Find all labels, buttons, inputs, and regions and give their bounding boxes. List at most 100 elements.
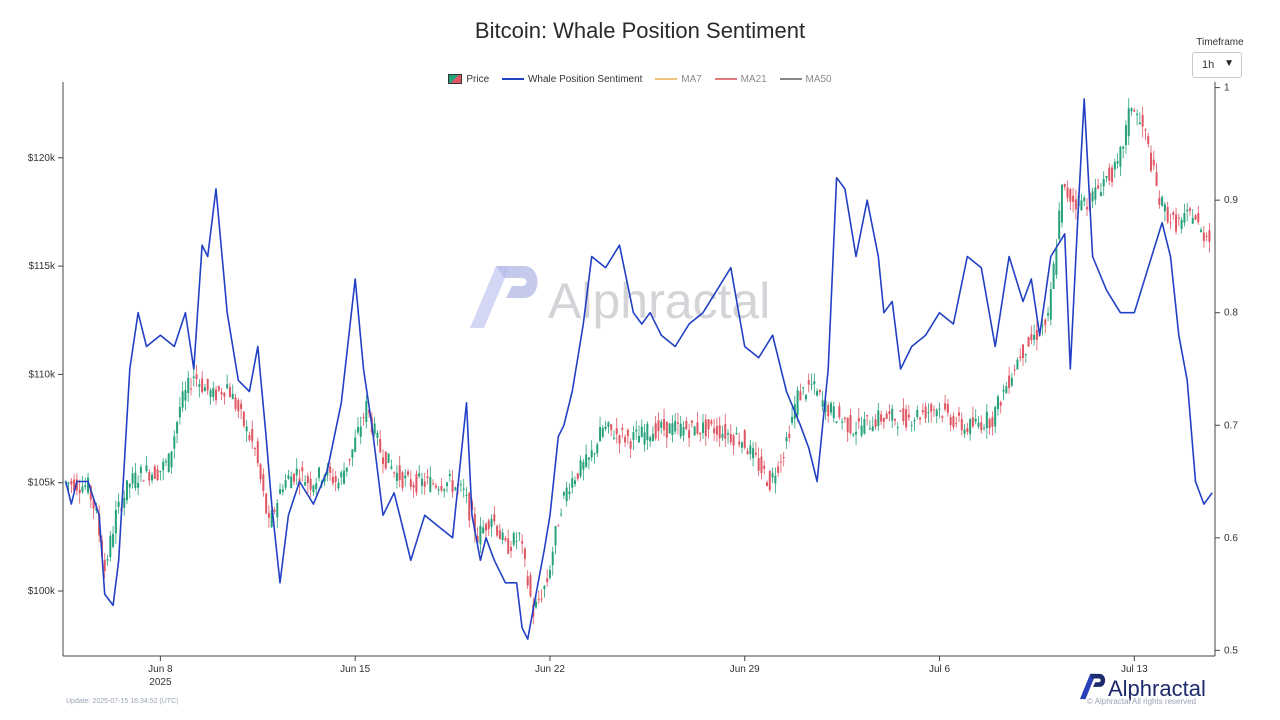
price-candle: [387, 453, 390, 463]
price-candle: [732, 435, 735, 446]
price-candle: [668, 423, 671, 434]
price-candle: [807, 380, 810, 385]
price-candle: [373, 423, 376, 434]
price-candle: [688, 430, 691, 439]
price-candle: [1197, 213, 1200, 223]
price-candle: [523, 548, 526, 559]
price-candle: [242, 411, 245, 426]
price-candle: [832, 406, 835, 418]
price-candle: [1108, 167, 1111, 181]
price-candle: [1035, 330, 1038, 340]
timeframe-select[interactable]: 1h ▼: [1192, 52, 1242, 78]
price-candle: [437, 489, 440, 491]
legend-label-ma21: MA21: [740, 74, 767, 85]
price-candle: [944, 403, 947, 410]
price-candle: [905, 409, 908, 428]
y-right-tick-label: 0.6: [1224, 533, 1238, 544]
price-candle: [496, 525, 499, 536]
legend-item-ma21[interactable]: MA21: [714, 74, 767, 85]
price-candle: [843, 417, 846, 419]
price-candle: [624, 436, 627, 443]
price-candle: [721, 434, 724, 438]
price-candle: [791, 416, 794, 423]
price-candle: [571, 478, 574, 488]
price-candle: [960, 418, 963, 431]
y-left-tick-label: $110k: [28, 369, 56, 380]
legend-label-ma50: MA50: [805, 74, 832, 85]
x-tick-label: Jun 22: [535, 664, 565, 675]
price-candle: [1074, 199, 1077, 210]
price-candle: [1024, 354, 1027, 356]
price-candle: [254, 448, 256, 450]
price-candle: [860, 425, 863, 436]
price-candle: [237, 400, 240, 412]
price-candle: [498, 530, 501, 540]
price-candle: [941, 416, 944, 418]
price-candle: [562, 492, 565, 496]
price-candle: [195, 374, 198, 380]
price-candle: [768, 470, 771, 490]
price-candle: [746, 451, 749, 455]
legend-item-ma50[interactable]: MA50: [779, 74, 832, 85]
price-candle: [1058, 210, 1061, 240]
price-candle: [991, 417, 994, 427]
legend-item-sentiment[interactable]: Whale Position Sentiment: [501, 74, 642, 85]
price-candle: [576, 473, 579, 479]
price-candle: [894, 419, 896, 421]
price-candle: [696, 422, 699, 434]
price-candle: [432, 483, 435, 485]
price-candle: [479, 525, 482, 545]
price-candle: [281, 489, 284, 493]
price-candle: [89, 486, 92, 500]
price-candle: [356, 427, 359, 433]
price-candle: [256, 441, 259, 464]
price-candle: [1119, 147, 1122, 167]
price-candle: [434, 485, 437, 488]
price-candle: [173, 436, 176, 449]
price-candle: [1102, 178, 1105, 187]
price-candle: [994, 406, 997, 427]
price-candle: [178, 406, 181, 418]
price-candle: [412, 484, 415, 488]
price-candle: [919, 417, 922, 420]
price-candle: [231, 393, 234, 400]
price-candle: [429, 477, 432, 492]
price-candle: [779, 461, 782, 463]
price-candle: [738, 441, 741, 445]
price-candle: [454, 487, 457, 490]
price-candle: [771, 473, 774, 478]
price-candle: [693, 426, 696, 436]
timeframe-value: 1h: [1202, 59, 1215, 71]
y-left-tick-label: $115k: [28, 261, 56, 272]
price-candle: [131, 473, 134, 484]
price-candle: [966, 427, 969, 433]
price-candle: [418, 473, 421, 477]
price-candle: [949, 417, 952, 426]
price-candle: [1069, 189, 1072, 202]
price-candle: [1099, 192, 1102, 197]
price-candle: [799, 391, 802, 401]
price-candle: [1169, 222, 1172, 224]
price-candle: [985, 411, 988, 429]
legend-item-ma7[interactable]: MA7: [655, 74, 702, 85]
legend-label-ma7: MA7: [681, 74, 702, 85]
price-candle: [220, 392, 223, 395]
price-candle: [743, 430, 746, 448]
x-tick-label: Jun 8: [148, 664, 173, 675]
price-candle: [980, 422, 983, 431]
price-candle: [518, 533, 521, 535]
price-candle: [1152, 159, 1155, 166]
price-candle: [735, 433, 738, 435]
price-candle: [87, 477, 90, 493]
price-candle: [855, 431, 858, 435]
price-candle: [304, 482, 307, 486]
price-candle: [1072, 195, 1075, 203]
price-candle: [1052, 263, 1055, 290]
price-candle: [106, 559, 109, 561]
price-candle: [292, 473, 295, 482]
price-candle: [1133, 110, 1136, 112]
legend-item-price[interactable]: Price: [448, 74, 489, 85]
x-tick-label: Jun 15: [340, 664, 370, 675]
price-candle: [729, 433, 732, 443]
price-candle: [1094, 187, 1097, 200]
